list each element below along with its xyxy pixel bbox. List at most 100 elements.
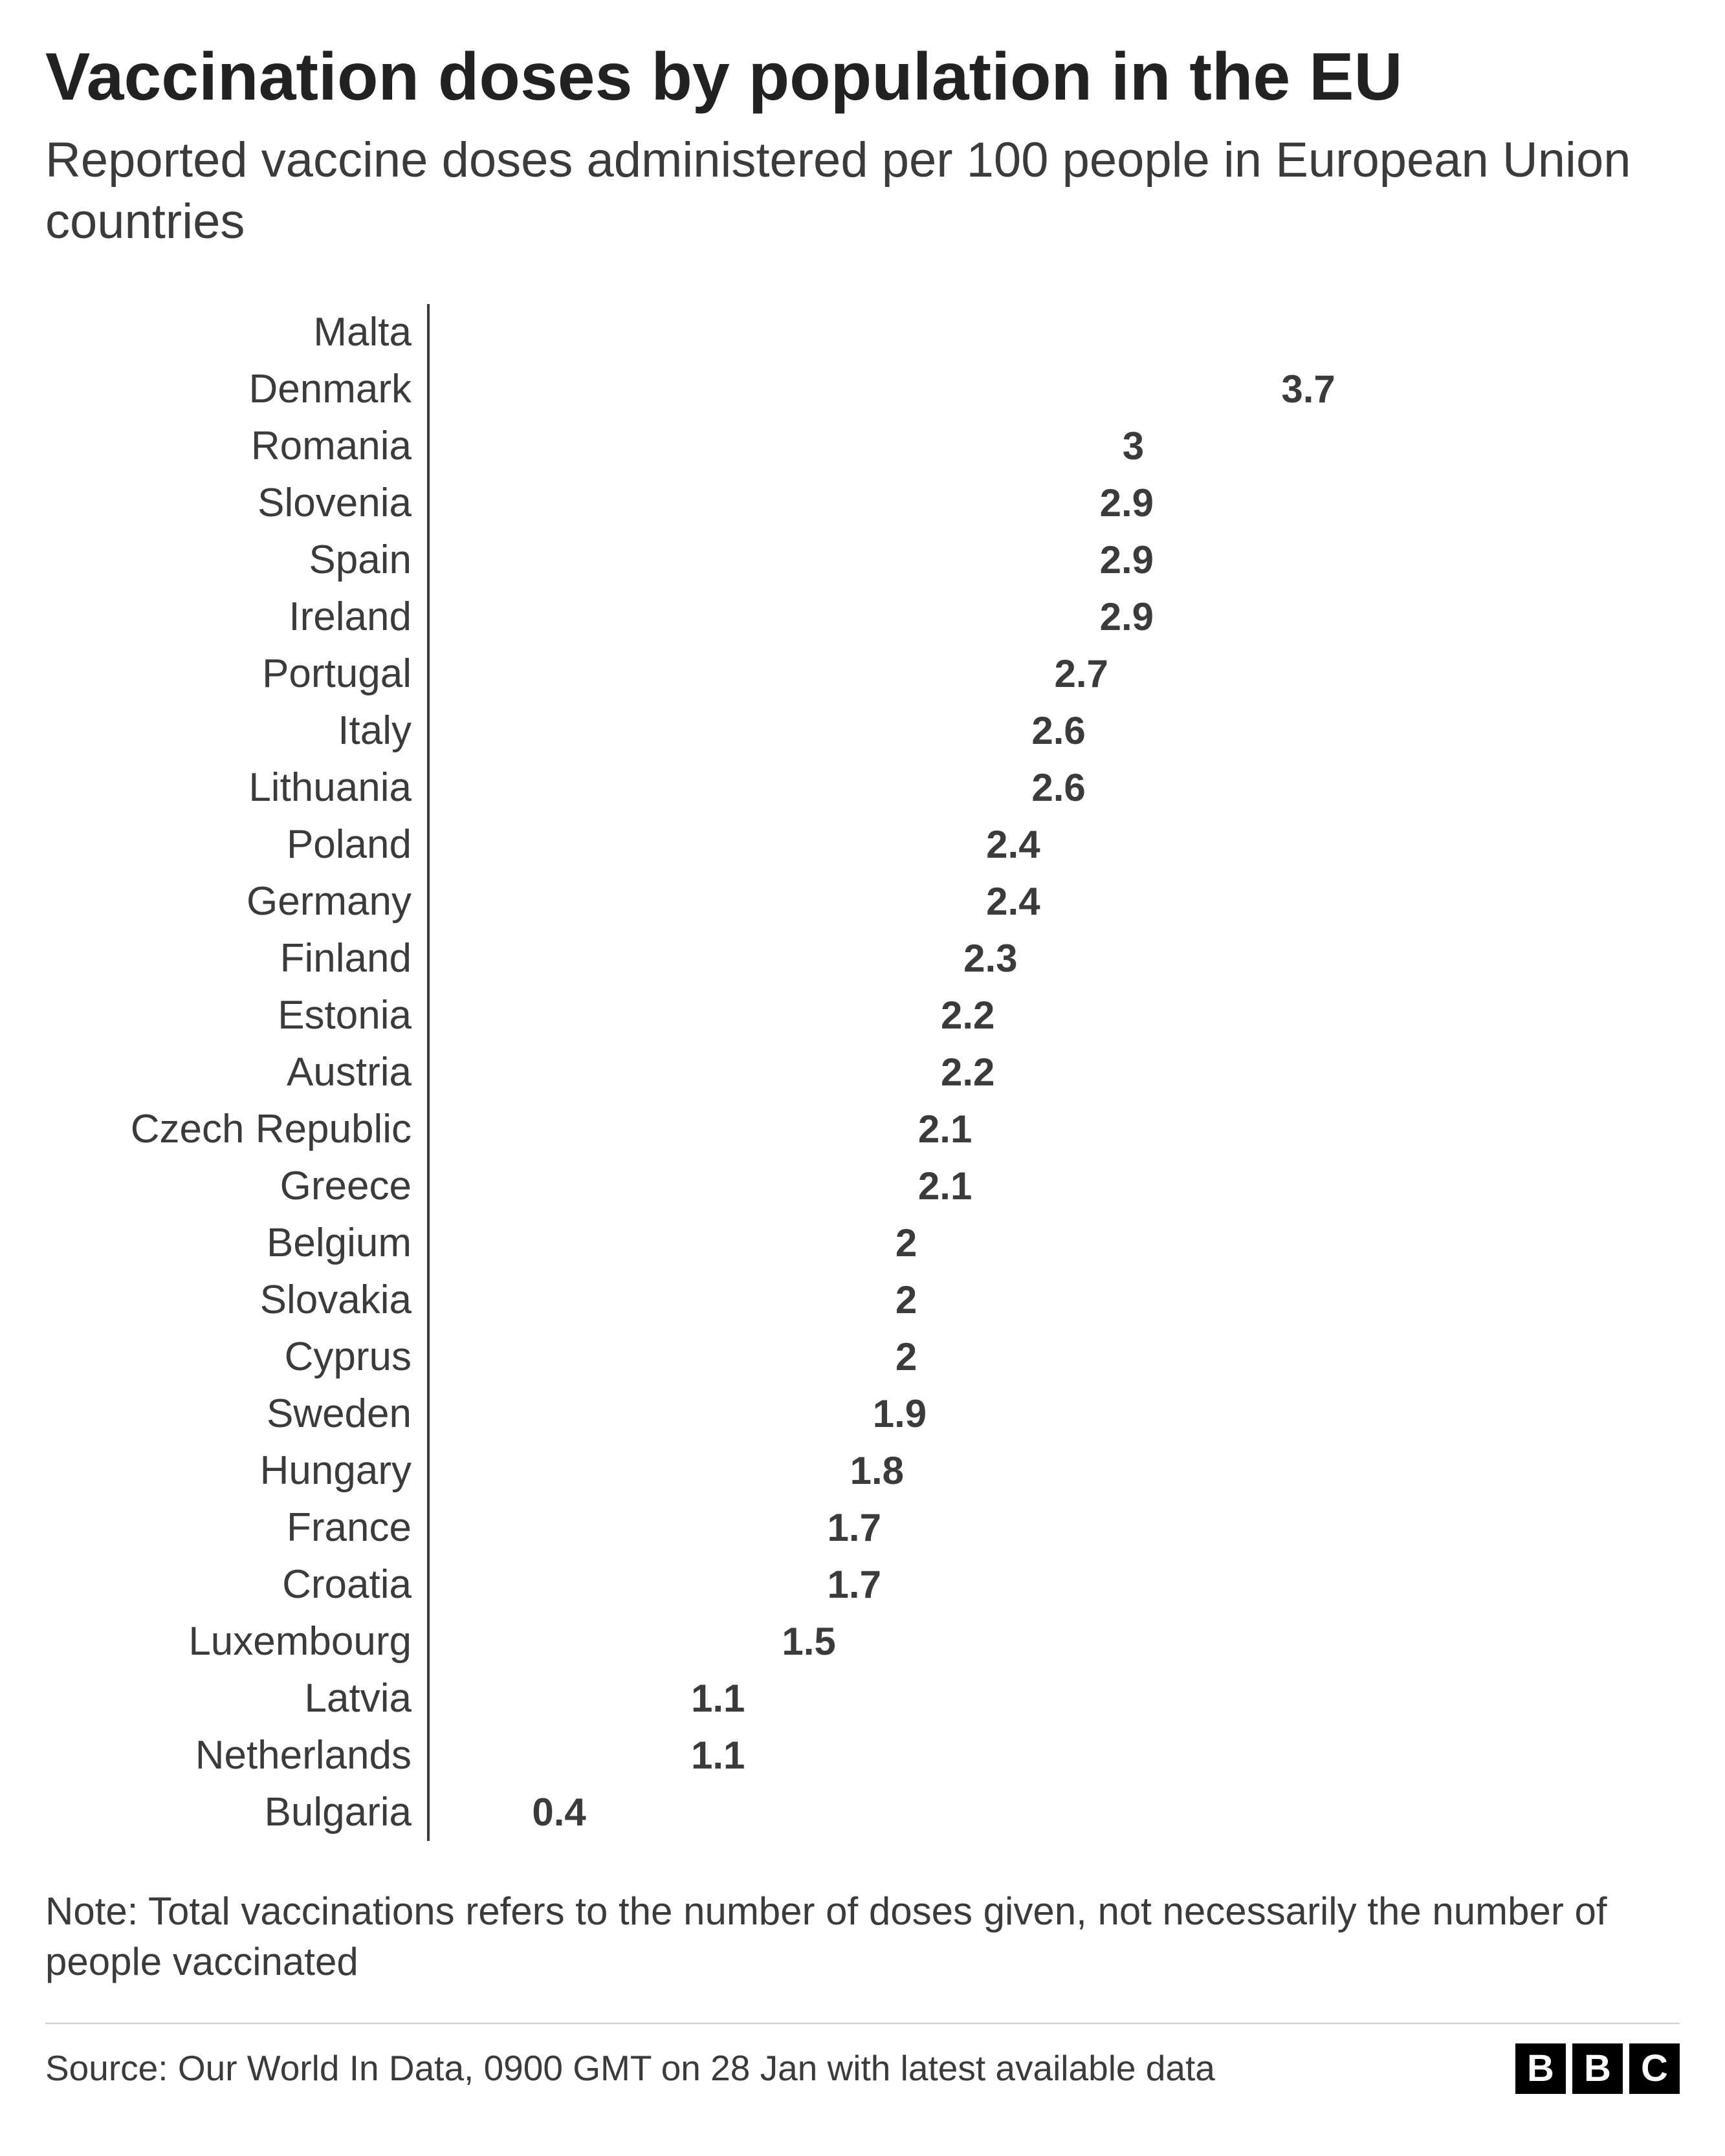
bar-row: France1.7: [45, 1499, 1680, 1556]
value-label: 3.7: [1269, 367, 1335, 411]
bar-area: 1.8: [430, 1448, 1680, 1493]
bar-area: 2.9: [430, 481, 1680, 525]
value-label: 2: [884, 1221, 917, 1265]
bar-area: 1.1: [430, 1676, 1680, 1721]
bar-row: Germany 2.4: [45, 873, 1680, 930]
value-label: 2.4: [974, 879, 1040, 924]
bar-row: Portugal2.7: [45, 646, 1680, 702]
bar-row: Lithuania 2.6: [45, 759, 1680, 816]
bar-row: Denmark3.7: [45, 361, 1680, 418]
bar-area: 2.1: [430, 1164, 1680, 1208]
category-label: Malta: [45, 309, 427, 355]
value-label: 2.2: [929, 1050, 994, 1094]
category-label: Portugal: [45, 651, 427, 697]
bar-area: 2.1: [430, 1107, 1680, 1151]
bar-row: Greece2.1: [45, 1158, 1680, 1215]
value-label: 2.3: [952, 936, 1017, 981]
category-label: Netherlands: [45, 1732, 427, 1778]
category-label: Slovakia: [45, 1277, 427, 1323]
value-label: 2: [884, 1278, 917, 1322]
category-label: Germany: [45, 878, 427, 924]
bar-area: 2.4: [430, 879, 1680, 924]
category-label: Italy: [45, 708, 427, 754]
category-label: Czech Republic: [45, 1106, 427, 1152]
value-label: 2.2: [929, 993, 994, 1038]
category-label: Luxembourg: [45, 1618, 427, 1664]
category-label: Latvia: [45, 1675, 427, 1721]
bbc-logo-block: C: [1629, 2043, 1680, 2094]
bar-row: Latvia 1.1: [45, 1670, 1680, 1727]
category-label: Croatia: [45, 1562, 427, 1607]
value-label: 2.1: [906, 1107, 972, 1151]
bar-row: Croatia 1.7: [45, 1556, 1680, 1613]
bar-area: 3.7: [430, 367, 1680, 411]
bar-area: 2.9: [430, 594, 1680, 639]
bar-row: Romania 3: [45, 418, 1680, 475]
value-label: 2.6: [1020, 765, 1085, 810]
value-label: 2.9: [1088, 481, 1154, 525]
value-label: 2.6: [1020, 708, 1085, 753]
bar-area: 2.2: [430, 1050, 1680, 1094]
category-label: Cyprus: [45, 1334, 427, 1380]
bar-area: 2.6: [430, 708, 1680, 753]
bar-chart: Malta5.1Denmark3.7Romania3Slovenia2.9Spa…: [45, 304, 1680, 1841]
category-label: Lithuania: [45, 765, 427, 811]
value-label: 1.1: [679, 1676, 745, 1721]
bar-row: Netherlands1.1: [45, 1727, 1680, 1784]
bar-row: Ireland 2.9: [45, 589, 1680, 646]
bar-area: 2.9: [430, 538, 1680, 582]
bar-area: 1.9: [430, 1391, 1680, 1436]
bbc-logo-block: B: [1515, 2043, 1566, 2094]
bar-row: Hungary 1.8: [45, 1443, 1680, 1499]
bbc-logo: BBC: [1515, 2043, 1680, 2094]
value-label: 5.1: [1515, 310, 1587, 354]
category-label: Greece: [45, 1163, 427, 1209]
bar-row: Sweden 1.9: [45, 1386, 1680, 1443]
bar-area: 2.4: [430, 822, 1680, 867]
bar-area: 2: [430, 1278, 1680, 1322]
value-label: 2.9: [1088, 538, 1154, 582]
category-label: Spain: [45, 537, 427, 583]
bar-row: Belgium2: [45, 1215, 1680, 1272]
bar-area: 2.6: [430, 765, 1680, 810]
category-label: Bulgaria: [45, 1789, 427, 1835]
chart-footer: Source: Our World In Data, 0900 GMT on 2…: [45, 2043, 1680, 2094]
category-label: Austria: [45, 1049, 427, 1095]
bar-row: Czech Republic 2.1: [45, 1101, 1680, 1158]
value-label: 3: [1111, 424, 1144, 468]
bar-row: Malta 5.1: [45, 304, 1680, 361]
value-label: 1.7: [816, 1562, 881, 1607]
chart-title: Vaccination doses by population in the E…: [45, 39, 1680, 116]
bar-area: 2.7: [430, 651, 1680, 696]
bar-row: Luxembourg1.5: [45, 1613, 1680, 1670]
bar-row: Spain 2.9: [45, 532, 1680, 589]
category-label: Sweden: [45, 1391, 427, 1437]
category-label: Romania: [45, 423, 427, 469]
value-label: 2.4: [974, 822, 1040, 867]
chart-subtitle: Reported vaccine doses administered per …: [45, 129, 1680, 252]
value-label: 2.9: [1088, 594, 1154, 639]
bar-row: Slovenia2.9: [45, 475, 1680, 532]
value-label: 2: [884, 1334, 917, 1379]
category-label: Poland: [45, 822, 427, 867]
bbc-logo-block: B: [1572, 2043, 1623, 2094]
category-label: Ireland: [45, 594, 427, 640]
bar-area: 2: [430, 1221, 1680, 1265]
footer-divider: [45, 2023, 1680, 2024]
bar-area: 3: [430, 424, 1680, 468]
bar-area: 1.7: [430, 1562, 1680, 1607]
bar-row: Bulgaria0.4: [45, 1784, 1680, 1841]
bar-row: Cyprus 2: [45, 1329, 1680, 1386]
value-label: 1.9: [861, 1391, 927, 1436]
bar-row: Finland2.3: [45, 930, 1680, 987]
chart-container: Vaccination doses by population in the E…: [0, 0, 1725, 2120]
category-label: Hungary: [45, 1448, 427, 1494]
value-label: 1.7: [816, 1505, 881, 1550]
bar-row: Poland 2.4: [45, 816, 1680, 873]
value-label: 1.8: [839, 1448, 904, 1493]
bar-area: 2: [430, 1334, 1680, 1379]
bar-row: Austria 2.2: [45, 1044, 1680, 1101]
bar-area: 2.3: [430, 936, 1680, 981]
bar-area: 1.7: [430, 1505, 1680, 1550]
source-text: Source: Our World In Data, 0900 GMT on 2…: [45, 2045, 1215, 2092]
